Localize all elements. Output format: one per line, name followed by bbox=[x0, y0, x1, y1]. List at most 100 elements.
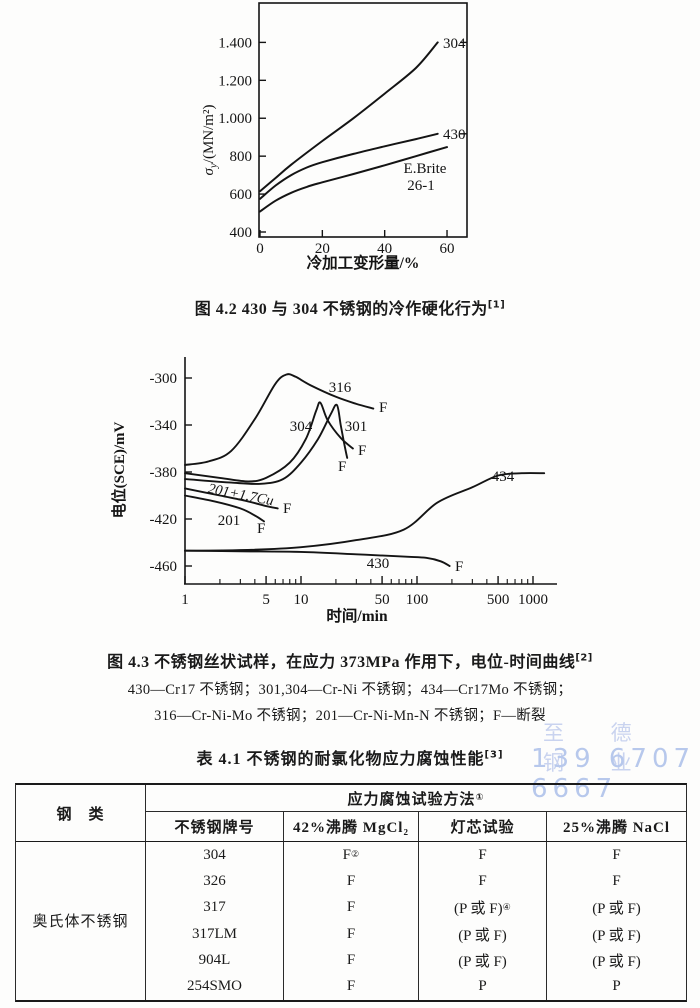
curve-201-1.7cu bbox=[184, 487, 279, 510]
curve-label-430: 430 bbox=[443, 127, 466, 143]
y-tick-label: -340 bbox=[150, 418, 178, 434]
curve-label-301: 301 bbox=[345, 419, 368, 435]
y-tick-label: 1.200 bbox=[218, 73, 252, 89]
table-cell-nacl: F bbox=[612, 872, 621, 889]
curve-label-430: 430 bbox=[367, 556, 390, 572]
fig43-caption: 图 4.3 不锈钢丝状试样，在应力 373MPa 作用下，电位-时间曲线[2] bbox=[0, 648, 700, 672]
y-tick-label: -460 bbox=[150, 559, 178, 575]
row-group-austenitic: 奥氏体不锈钢 bbox=[16, 842, 146, 1000]
watermark-phone-number: 139 6707 6667 bbox=[531, 744, 696, 804]
table-cell-nacl: (P 或 F) bbox=[592, 927, 641, 944]
curve-label-201: 201 bbox=[218, 513, 241, 529]
fig43-y-axis-label: 电位(SCE)/mV bbox=[110, 422, 128, 519]
table-cell-nacl: P bbox=[612, 978, 621, 995]
table-cell-grade: 254SMO bbox=[146, 973, 284, 1000]
fig43-caption-reference: [2] bbox=[575, 652, 593, 664]
x-tick-label: 20 bbox=[315, 241, 330, 257]
table-cell-nacl: (P 或 F) bbox=[592, 953, 641, 970]
fracture-marker-201cu: F bbox=[283, 501, 291, 517]
x-tick-label: 5 bbox=[262, 592, 270, 608]
y-tick-label: -420 bbox=[150, 512, 178, 528]
sigma-symbol: σ bbox=[201, 167, 217, 175]
table-title: 表 4.1 不锈钢的耐氯化物应力腐蚀性能[3] bbox=[0, 745, 700, 769]
header-test-method-group: 应力腐蚀试验方法 ① bbox=[146, 785, 686, 812]
watermark-company-name: 至 德 钢 业 bbox=[543, 721, 652, 775]
table-cell-wick: F bbox=[419, 842, 547, 869]
header-nacl: 25%沸腾 NaCl bbox=[547, 812, 686, 842]
x-tick-label: 1000 bbox=[518, 592, 548, 608]
fig42-x-axis-label: 冷加工变形量/% bbox=[307, 253, 420, 272]
y-tick-label: -380 bbox=[150, 465, 178, 481]
curve-430 bbox=[184, 549, 451, 567]
fig42-axis-ticks: 400 600 800 1.000 1.200 1.400 0 20 40 60 bbox=[218, 35, 454, 257]
fracture-marker-201: F bbox=[257, 521, 265, 537]
fracture-marker-316: F bbox=[379, 400, 387, 416]
fig43-legend-line1: 430—Cr17 不锈钢；301,304—Cr-Ni 不锈钢；434—Cr17M… bbox=[127, 682, 573, 698]
fig43-x-axis-label: 时间/min bbox=[326, 606, 388, 625]
x-tick-label: 0 bbox=[256, 241, 264, 257]
group-header-text: 应力腐蚀试验方法 bbox=[347, 791, 476, 808]
fracture-marker-430: F bbox=[455, 559, 463, 575]
table-cell-nacl: (P 或 F) bbox=[592, 901, 641, 918]
curve-label-201-1.7cu: 201+1.7Cu bbox=[207, 481, 275, 509]
curve-434 bbox=[184, 472, 546, 552]
fig42-curves bbox=[259, 41, 448, 213]
table-cell-wick: (P 或 F) ④ bbox=[419, 894, 547, 921]
table-cell-mgcl2: F bbox=[284, 894, 419, 921]
table-cell-wick: (P 或 F) bbox=[419, 920, 547, 948]
table-cell-mgcl2: F bbox=[284, 973, 419, 1000]
table-cell-grade: 304 bbox=[146, 842, 284, 869]
header-wick-test: 灯芯试验 bbox=[419, 812, 547, 842]
y-tick-label: -300 bbox=[150, 371, 178, 387]
y-axis-units: /(MN/m²) bbox=[201, 105, 217, 164]
fig42-y-axis-label: σy/(MN/m²) bbox=[201, 105, 220, 176]
x-tick-label: 100 bbox=[406, 592, 429, 608]
table-cell-nacl: F bbox=[612, 846, 621, 863]
fig42-caption-text: 图 4.2 430 与 304 不锈钢的冷作硬化行为 bbox=[194, 301, 488, 318]
sigma-subscript: y bbox=[208, 163, 220, 169]
table-cell-mgcl2: F bbox=[284, 868, 419, 895]
table-cell-wick: (P 或 F) bbox=[419, 947, 547, 974]
fig43-legend-line2: 316—Cr-Ni-Mo 不锈钢；201—Cr-Ni-Mn-N 不锈钢；F—断裂 bbox=[154, 708, 546, 724]
fig43-axis-ticks: -300 -340 -380 -420 -460 1 5 10 50 100 500 1000 bbox=[150, 371, 549, 608]
table-cell-wick: F bbox=[419, 868, 547, 895]
curve-304 bbox=[184, 401, 354, 483]
x-tick-label: 40 bbox=[377, 241, 392, 257]
x-tick-label: 10 bbox=[294, 592, 309, 608]
curve-label-316: 316 bbox=[329, 380, 352, 396]
fracture-marker-304: F bbox=[358, 443, 366, 459]
stress-corrosion-table: 钢 类 应力腐蚀试验方法 ① 不锈钢牌号 42%沸腾 MgCl₂ 灯芯试验 25%… bbox=[15, 783, 687, 1002]
fracture-marker-301: F bbox=[338, 459, 346, 475]
curve-316 bbox=[184, 373, 375, 466]
x-tick-label: 500 bbox=[487, 592, 510, 608]
header-mgcl2: 42%沸腾 MgCl₂ bbox=[284, 812, 419, 842]
curve-430 bbox=[259, 132, 439, 200]
x-tick-label: 50 bbox=[375, 592, 390, 608]
fig42-plot-frame bbox=[258, 2, 468, 238]
curve-label-304: 304 bbox=[443, 36, 466, 52]
fig42-caption: 图 4.2 430 与 304 不锈钢的冷作硬化行为[1] bbox=[0, 295, 700, 319]
table-cell-mgcl2: F bbox=[284, 947, 419, 974]
table-title-reference: [3] bbox=[484, 749, 504, 761]
table-cell-mgcl2: F bbox=[284, 920, 419, 948]
y-tick-label: 1.000 bbox=[218, 111, 252, 127]
fig43-caption-text: 图 4.3 不锈钢丝状试样，在应力 373MPa 作用下，电位-时间曲线 bbox=[107, 654, 576, 671]
x-tick-label: 1 bbox=[181, 592, 189, 608]
curve-301 bbox=[184, 403, 349, 485]
curve-label-ebrite-line1: E.Brite bbox=[404, 161, 447, 177]
curve-201 bbox=[184, 494, 265, 523]
header-steel-class: 钢 类 bbox=[16, 785, 146, 842]
y-tick-label: 1.400 bbox=[218, 35, 252, 51]
fig43-curves bbox=[184, 373, 546, 567]
curve-label-ebrite-line2: 26-1 bbox=[407, 178, 435, 194]
table-title-text: 表 4.1 不锈钢的耐氯化物应力腐蚀性能 bbox=[196, 751, 485, 768]
x-tick-label: 60 bbox=[440, 241, 455, 257]
curve-304 bbox=[259, 41, 439, 193]
curve-ebrite-26-1 bbox=[259, 146, 448, 213]
table-cell-wick: P bbox=[419, 973, 547, 1000]
table-cell-grade: 317 bbox=[146, 894, 284, 921]
y-tick-label: 400 bbox=[230, 225, 253, 241]
table-cell-grade: 326 bbox=[146, 868, 284, 895]
